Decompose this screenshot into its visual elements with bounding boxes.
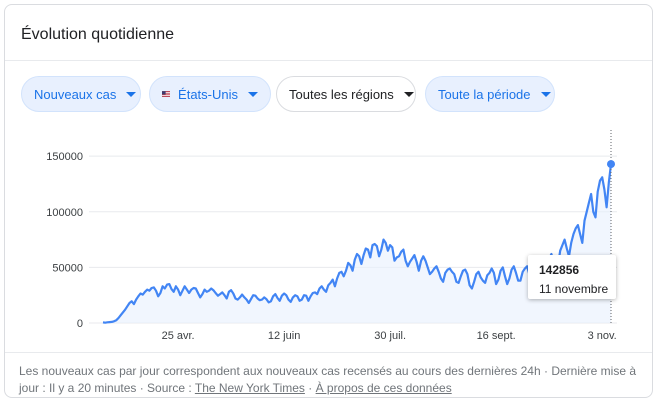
x-tick-label: 25 avr.	[162, 330, 195, 342]
x-tick-label: 16 sept.	[477, 330, 516, 342]
series-area	[103, 164, 611, 323]
chevron-down-icon	[126, 91, 137, 97]
card-title: Évolution quotidienne	[21, 26, 175, 43]
chart-tooltip: 142856 11 novembre	[528, 255, 616, 299]
chevron-down-icon	[248, 91, 258, 97]
region-filter-label: Toutes les régions	[289, 86, 394, 102]
about-data-link[interactable]: À propos de ces données	[315, 381, 452, 395]
metric-filter-label: Nouveaux cas	[34, 86, 117, 102]
period-filter-label: Toute la période	[438, 86, 531, 102]
country-filter-label: États-Unis	[178, 86, 238, 102]
source-link[interactable]: The New York Times	[194, 381, 305, 395]
country-filter-dropdown[interactable]: États-Unis	[149, 76, 271, 112]
chevron-down-icon	[540, 91, 551, 97]
chevron-down-icon	[403, 91, 414, 97]
y-tick-label: 50000	[52, 262, 83, 274]
header-divider	[5, 60, 652, 61]
series-line	[102, 163, 613, 324]
footer-text: Les nouveaux cas par jour correspondent …	[19, 364, 637, 395]
footer-note: Les nouveaux cas par jour correspondent …	[19, 363, 644, 397]
y-tick-label: 0	[77, 318, 83, 330]
tooltip-value: 142856	[539, 263, 580, 277]
metric-filter-dropdown[interactable]: Nouveaux cas	[21, 76, 141, 112]
x-tick-label: 12 juin	[268, 330, 300, 342]
tooltip-date: 11 novembre	[539, 282, 609, 296]
y-tick-label: 100000	[46, 207, 83, 219]
footer-divider	[5, 352, 652, 353]
region-filter-dropdown[interactable]: Toutes les régions	[276, 76, 416, 112]
y-tick-label: 150000	[46, 151, 83, 163]
footer-separator: ·	[308, 381, 313, 395]
daily-evolution-card: Évolution quotidienne Nouveaux cas États…	[4, 4, 653, 398]
x-tick-label: 30 juil.	[374, 330, 406, 342]
daily-cases-chart[interactable]: 0 50000 100000 150000 25 avr. 12 juin 30 juil.…	[5, 120, 653, 350]
hover-point	[607, 160, 615, 169]
x-tick-label: 3 nov.	[588, 330, 617, 342]
us-flag-icon	[162, 91, 171, 97]
period-filter-dropdown[interactable]: Toute la période	[425, 76, 555, 112]
